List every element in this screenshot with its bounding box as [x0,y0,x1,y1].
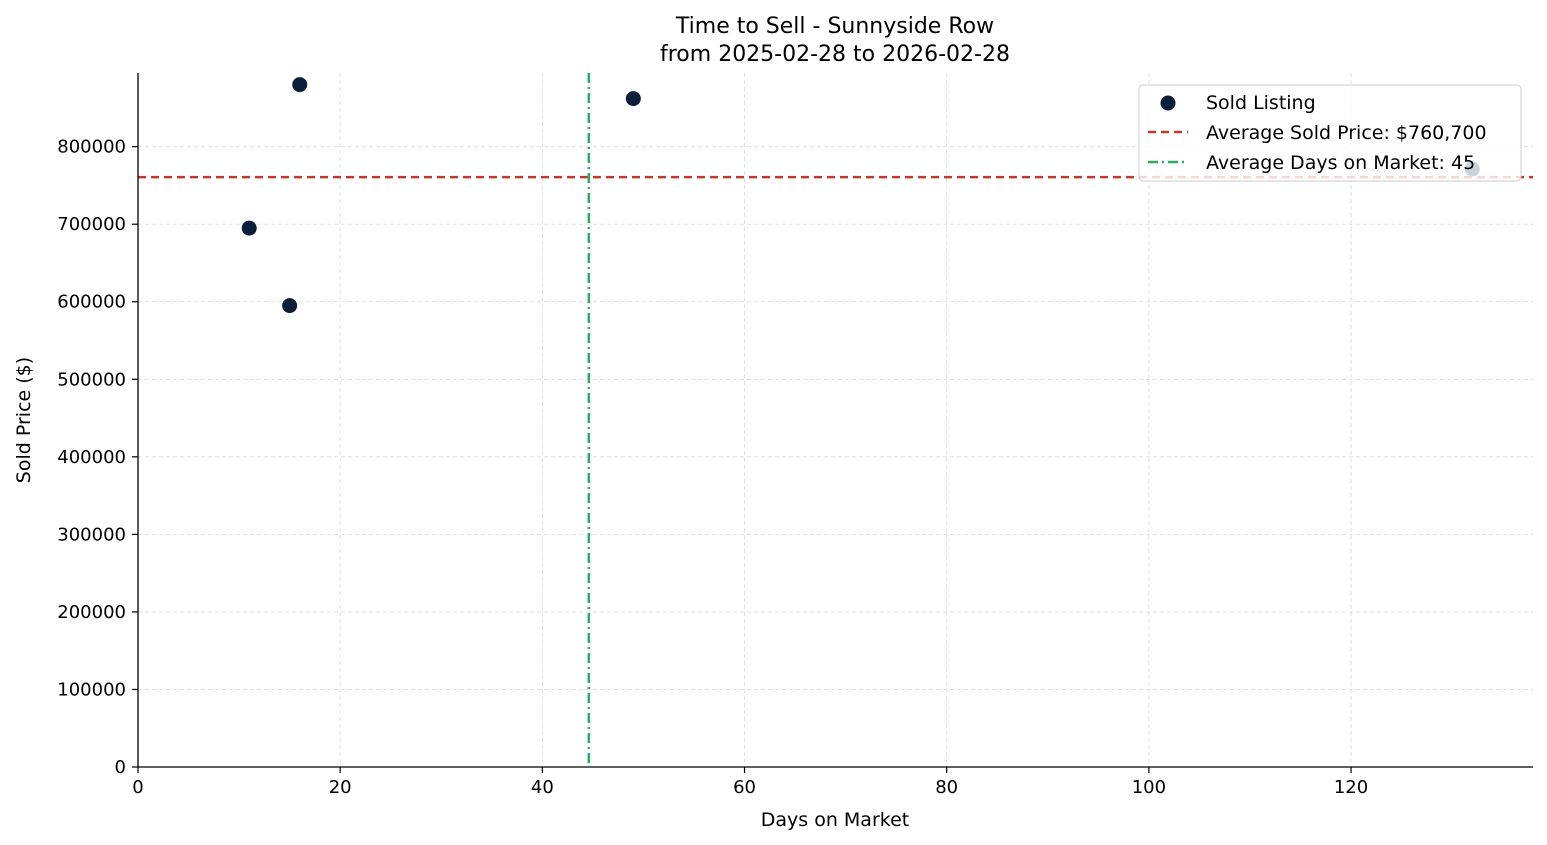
legend-label-average-days: Average Days on Market: 45 [1206,152,1475,174]
x-tick-label: 100 [1132,777,1166,798]
y-axis-ticks: 0 100000 200000 300000 400000 500000 600000 700… [57,137,138,778]
x-tick-label: 120 [1334,777,1368,798]
chart-subtitle: from 2025-02-28 to 2026-02-28 [660,42,1010,67]
legend: Sold Listing Average Sold Price: $760,70… [1138,84,1522,182]
y-tick-label: 300000 [57,524,126,545]
y-tick-label: 200000 [57,602,126,623]
legend-label-average-price: Average Sold Price: $760,700 [1206,122,1487,144]
y-tick-label: 0 [115,757,126,778]
y-tick-label: 500000 [57,369,126,390]
data-point [625,91,641,107]
x-axis-title: Days on Market [761,809,909,831]
x-tick-label: 80 [935,777,958,798]
y-tick-label: 600000 [57,292,126,313]
x-axis-ticks: 0 20 40 60 80 100 120 [132,767,1368,798]
y-tick-label: 400000 [57,447,126,468]
y-tick-label: 700000 [57,214,126,235]
x-tick-label: 40 [531,777,554,798]
y-tick-label: 100000 [57,679,126,700]
data-point [292,77,308,93]
legend-label-sold-listing: Sold Listing [1206,92,1316,114]
legend-marker-sold-listing [1160,95,1176,111]
chart-title: Time to Sell - Sunnyside Row [675,14,994,39]
y-tick-label: 800000 [57,137,126,158]
x-tick-label: 60 [733,777,756,798]
data-point [241,220,257,236]
x-tick-label: 20 [329,777,352,798]
grid [138,73,1533,767]
legend-box [1138,84,1522,182]
y-axis-title: Sold Price ($) [13,357,35,483]
x-tick-label: 0 [132,777,143,798]
data-point [282,298,298,314]
